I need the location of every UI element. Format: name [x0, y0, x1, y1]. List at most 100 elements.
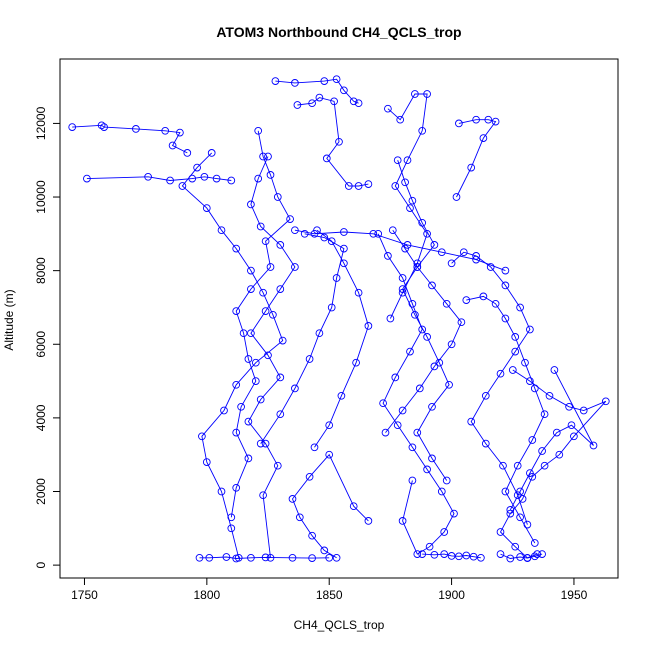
data-point [408, 443, 417, 452]
series-15 [447, 248, 534, 529]
data-point [232, 428, 241, 437]
data-point [496, 369, 505, 378]
data-point [261, 237, 270, 246]
data-point [227, 176, 236, 185]
data-point [222, 553, 231, 561]
data-point [286, 215, 294, 223]
data-point [364, 180, 373, 188]
data-point [477, 553, 485, 562]
data-point [423, 465, 431, 474]
data-point [244, 355, 253, 363]
data-point [393, 156, 402, 165]
data-point [469, 552, 478, 561]
data-point [273, 461, 282, 470]
data-point [276, 285, 285, 293]
data-point [391, 373, 400, 382]
data-point [386, 314, 395, 323]
series-16 [462, 292, 549, 547]
data-point [330, 97, 338, 106]
data-point [217, 487, 226, 496]
data-point [601, 397, 610, 406]
series-7 [293, 93, 373, 190]
data-point [526, 469, 534, 477]
data-point [261, 553, 270, 562]
data-point [332, 274, 341, 282]
data-point [232, 554, 241, 563]
series-line [499, 369, 607, 559]
data-point [354, 99, 363, 108]
data-point [447, 259, 456, 268]
data-point [374, 229, 383, 238]
data-point [276, 241, 285, 249]
data-point [132, 125, 140, 133]
data-point [516, 487, 524, 496]
data-point [247, 553, 255, 562]
data-point [486, 263, 495, 271]
data-point [538, 550, 546, 558]
data-point [555, 450, 564, 459]
data-point [435, 358, 444, 367]
data-point [195, 553, 204, 562]
y-tick-label: 4000 [34, 404, 48, 431]
data-point [481, 391, 490, 400]
series-line [291, 453, 369, 559]
x-tick-label: 1850 [316, 588, 343, 602]
data-point [259, 288, 267, 297]
data-point [278, 336, 287, 345]
x-axis-ticks: 1750 1800 1850 1900 1950 [71, 578, 588, 602]
data-point [291, 226, 299, 235]
series-2 [83, 172, 236, 185]
data-point [501, 314, 510, 323]
data-point [308, 531, 316, 540]
series-20 [496, 550, 546, 563]
data-point [384, 104, 392, 113]
data-point [472, 115, 480, 124]
series-line [247, 156, 296, 558]
data-point [565, 402, 573, 411]
data-point [332, 553, 341, 562]
y-axis-label: Altitude (m) [2, 289, 16, 350]
data-point [183, 149, 192, 157]
data-point [369, 229, 378, 238]
data-point [176, 128, 184, 137]
data-point [545, 391, 554, 400]
data-point [217, 226, 226, 235]
data-point [276, 373, 285, 382]
data-point [506, 509, 515, 518]
series-line [451, 251, 531, 525]
data-point [540, 410, 549, 419]
data-point [381, 428, 390, 437]
series-12 [393, 156, 453, 485]
data-point [256, 222, 265, 231]
data-point [526, 325, 534, 334]
data-point [516, 513, 524, 522]
data-point [384, 252, 392, 260]
data-point [198, 432, 206, 441]
data-point [403, 156, 412, 165]
y-tick-label: 6000 [34, 331, 48, 358]
data-point [437, 248, 446, 257]
data-point [442, 299, 451, 308]
data-point [579, 406, 588, 415]
series-17 [496, 366, 610, 562]
data-point [232, 380, 241, 389]
series-10 [288, 450, 373, 562]
data-point [305, 355, 314, 363]
data-point [445, 380, 453, 389]
series-13 [374, 229, 458, 558]
data-point [462, 551, 471, 560]
data-point [413, 263, 422, 271]
series-line [72, 124, 188, 154]
series-line [199, 556, 330, 559]
data-point [247, 200, 255, 209]
data-point [261, 307, 270, 315]
data-point [526, 377, 534, 385]
data-point [413, 428, 422, 437]
data-point [349, 97, 358, 106]
data-point [352, 358, 360, 367]
data-point [354, 182, 363, 190]
data-point [540, 461, 549, 470]
series-layer [68, 75, 610, 563]
data-point [428, 454, 436, 463]
